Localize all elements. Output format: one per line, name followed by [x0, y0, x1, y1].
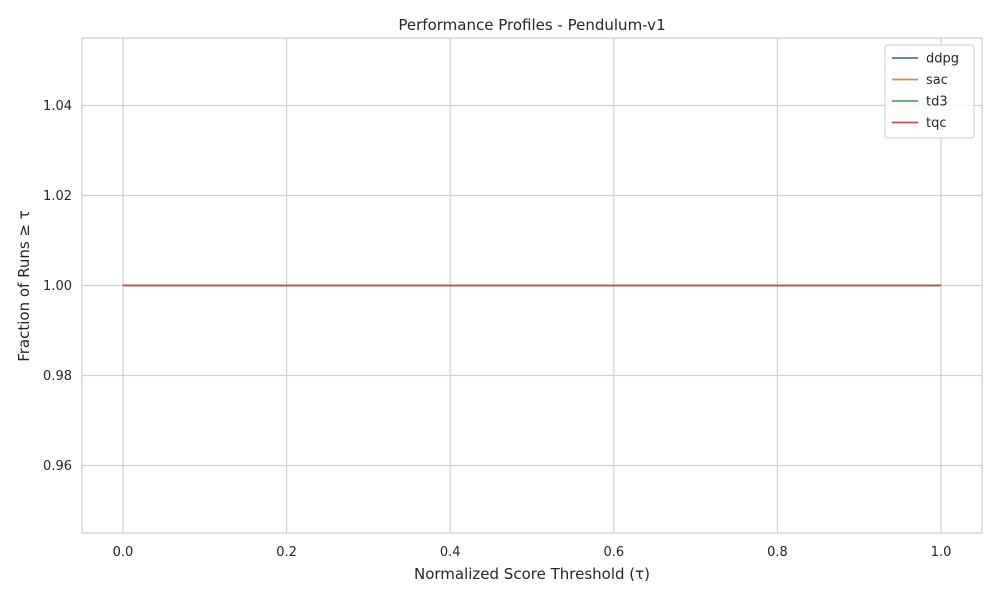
x-tick-label: 0.8	[767, 545, 788, 560]
plot-frame	[81, 37, 983, 534]
legend-box	[884, 44, 975, 139]
legend-label-ddpg: ddpg	[926, 52, 959, 67]
legend-label-td3: td3	[926, 95, 948, 110]
legend-label-sac: sac	[926, 73, 948, 88]
legend: ddpg sac td3 tqc	[884, 44, 975, 139]
y-tick-label: 1.02	[43, 189, 72, 204]
x-tick-label: 0.2	[276, 545, 297, 560]
x-tick-label: 0.6	[603, 545, 624, 560]
y-tick-label: 0.96	[43, 459, 72, 474]
x-axis-label: Normalized Score Threshold (τ)	[414, 565, 650, 583]
y-tick-label: 1.00	[43, 279, 72, 294]
x-tick-label: 0.0	[113, 545, 134, 560]
x-axis-ticks: 0.0 0.2 0.4 0.6 0.8 1.0	[113, 545, 952, 560]
x-tick-label: 0.4	[440, 545, 461, 560]
y-tick-label: 1.04	[43, 99, 72, 114]
y-axis-ticks: 0.96 0.98 1.00 1.02 1.04	[43, 99, 72, 474]
legend-label-tqc: tqc	[926, 116, 947, 131]
y-tick-label: 0.98	[43, 369, 72, 384]
x-tick-label: 1.0	[931, 545, 952, 560]
chart-title: Performance Profiles - Pendulum-v1	[398, 16, 665, 34]
y-axis-label: Fraction of Runs ≥ τ	[15, 210, 33, 362]
